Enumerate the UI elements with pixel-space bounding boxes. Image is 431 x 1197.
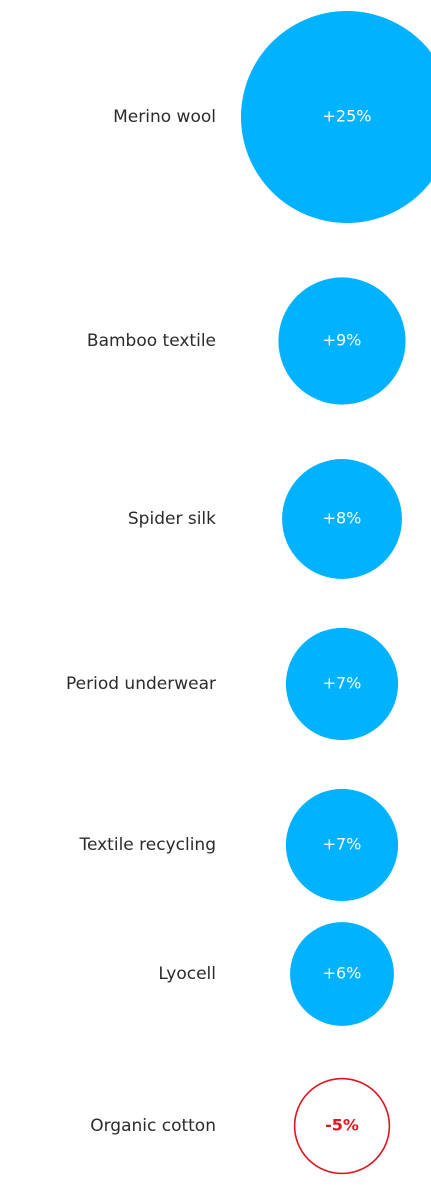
bubble-merino-wool [241,11,431,223]
bubble-textile-recycling [285,788,399,902]
value-label: +7% [323,674,362,693]
value-label: +6% [323,964,362,983]
value-label: +25% [323,107,372,126]
category-label: Organic cotton [90,1116,216,1136]
category-label: Period underwear [66,674,216,694]
bubble-lyocell [290,922,394,1026]
bubble-bamboo-textile [278,277,406,405]
bubble-organic-cotton [293,1077,391,1175]
value-label: -5% [325,1116,359,1135]
category-label: Bamboo textile [87,331,216,351]
category-label: Spider silk [128,509,216,529]
bubble-spider-silk [282,459,402,579]
bubble-period-underwear [285,627,399,741]
category-label: Lyocell [158,964,216,984]
value-label: +7% [323,835,362,854]
value-label: +8% [323,509,362,528]
category-label: Merino wool [113,107,216,127]
value-label: +9% [323,331,362,350]
category-label: Textile recycling [78,835,216,855]
